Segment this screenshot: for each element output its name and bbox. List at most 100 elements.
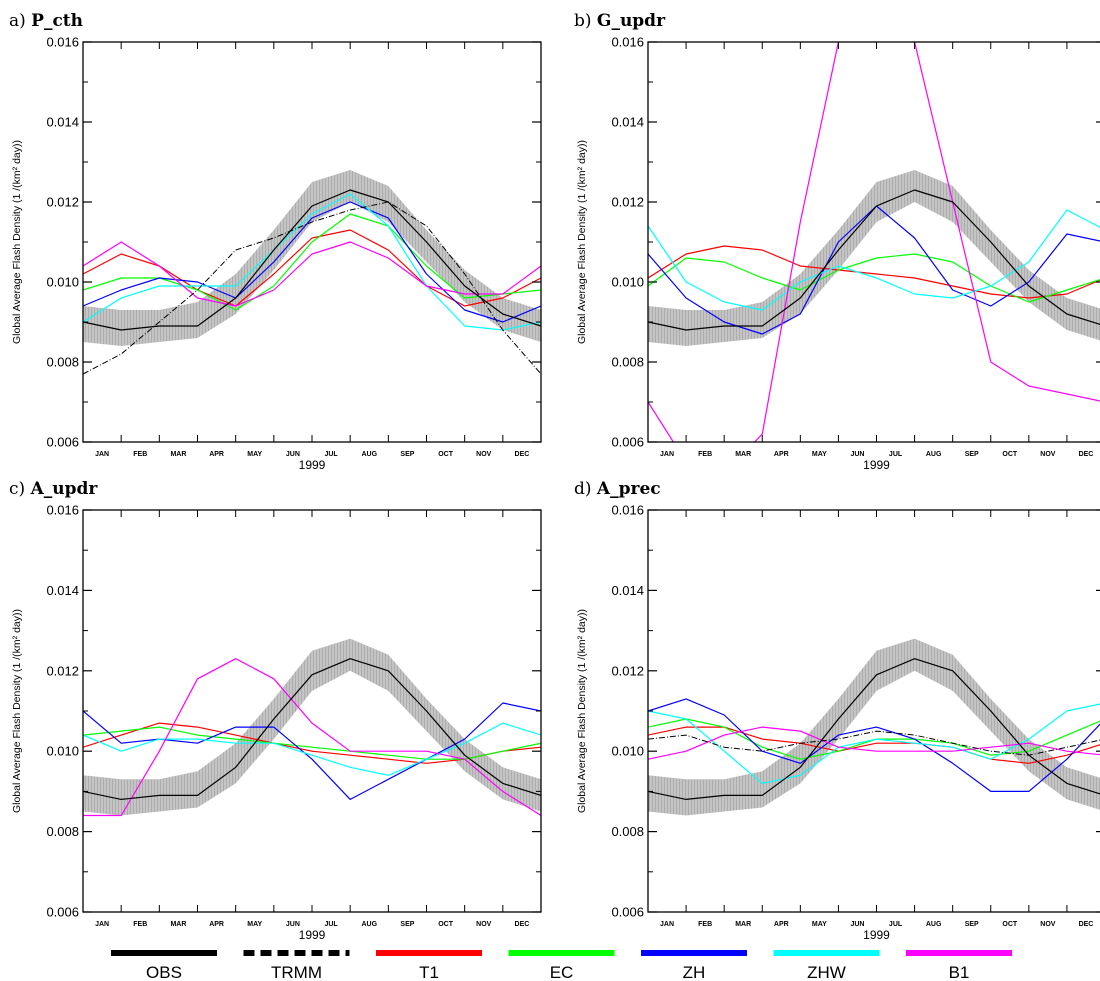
x-tick-label: FEB: [133, 921, 147, 928]
x-tick-label: NOV: [1040, 451, 1056, 458]
obs-spread-band: [83, 170, 541, 346]
series-line-zhw: [83, 722, 541, 776]
series-line-zh: [83, 201, 541, 323]
legend-label: ZHW: [807, 963, 846, 981]
x-tick-label: OCT: [438, 921, 454, 928]
panel-title: a) P_cth: [9, 11, 83, 31]
y-tick-label: 0.008: [46, 355, 79, 370]
y-tick-label: 0.006: [611, 435, 644, 450]
x-tick-label: AUG: [361, 921, 377, 928]
x-tick-label: MAY: [247, 451, 262, 458]
legend: OBS TRMM T1 EC ZH ZHW B1: [111, 950, 1012, 981]
series-line-obs: [83, 189, 541, 331]
y-tick-label: 0.014: [46, 115, 79, 130]
x-tick-label: MAY: [247, 921, 262, 928]
series-line-t1: [648, 245, 1100, 299]
x-tick-label: JUN: [850, 451, 864, 458]
legend-item-obs: OBS: [111, 950, 217, 981]
x-tick-label: MAR: [170, 921, 186, 928]
y-tick-label: 0.006: [46, 435, 79, 450]
series-line-zhw: [648, 209, 1100, 311]
x-tick-label: MAY: [812, 921, 827, 928]
panel-2: 0.006 0.008 0.010 0.012 0.014 0.016 JAN FEB MAR A…: [574, 11, 1100, 472]
panel-1: 0.006 0.008 0.010 0.012 0.014 0.016 JAN FEB MAR A…: [9, 11, 542, 472]
y-axis-label: Global Average Flash Density (1 /(km² da…: [576, 609, 588, 813]
y-tick-label: 0.008: [611, 824, 644, 839]
plot-frame: [82, 509, 542, 913]
x-axis-label: 1999: [863, 458, 890, 472]
x-tick-label: JUL: [889, 921, 903, 928]
x-tick-label: JAN: [95, 451, 109, 458]
x-axis-label: 1999: [299, 458, 326, 472]
x-tick-label: APR: [209, 451, 224, 458]
x-tick-label: JAN: [660, 451, 674, 458]
x-tick-label: DEC: [1079, 921, 1094, 928]
series-line-zh: [648, 698, 1100, 792]
y-tick-label: 0.006: [46, 905, 79, 920]
x-axis-label: 1999: [299, 928, 326, 942]
legend-label: OBS: [146, 963, 182, 981]
x-tick-label: MAR: [735, 451, 751, 458]
series-line-b1: [83, 658, 541, 817]
y-tick-label: 0.012: [611, 195, 644, 210]
y-tick-label: 0.014: [611, 583, 644, 598]
x-tick-label: DEC: [515, 921, 530, 928]
y-tick-label: 0.012: [46, 663, 79, 678]
series-line-trmm: [83, 201, 541, 375]
x-tick-label: APR: [774, 921, 789, 928]
y-axis-label: Global Average Flash Density (1 /(km² da…: [11, 609, 23, 813]
y-tick-label: 0.008: [611, 355, 644, 370]
plot-frame: [647, 41, 1100, 443]
x-tick-label: NOV: [476, 921, 492, 928]
x-tick-label: NOV: [476, 451, 492, 458]
x-tick-label: FEB: [698, 451, 712, 458]
x-tick-label: APR: [209, 921, 224, 928]
x-tick-label: JUN: [286, 451, 300, 458]
legend-item-zh: ZH: [641, 950, 747, 981]
series-line-b1: [83, 241, 541, 307]
x-tick-label: MAY: [812, 451, 827, 458]
x-tick-label: JUL: [889, 451, 903, 458]
x-tick-label: SEP: [400, 921, 414, 928]
panel-title: c) A_updr: [9, 479, 98, 499]
x-tick-label: OCT: [1002, 921, 1018, 928]
x-tick-label: AUG: [361, 451, 377, 458]
series-line-obs: [648, 658, 1100, 800]
legend-item-t1: T1: [376, 950, 482, 981]
legend-label: T1: [419, 963, 439, 981]
x-tick-label: AUG: [926, 451, 942, 458]
x-tick-label: SEP: [965, 451, 979, 458]
x-tick-label: JUL: [324, 451, 338, 458]
x-tick-label: FEB: [698, 921, 712, 928]
x-tick-label: JUL: [324, 921, 338, 928]
y-tick-label: 0.010: [611, 275, 644, 290]
x-tick-label: SEP: [965, 921, 979, 928]
panel-title: b) G_updr: [574, 11, 666, 31]
x-tick-label: MAR: [170, 451, 186, 458]
x-tick-label: JUN: [850, 921, 864, 928]
obs-spread-band: [83, 638, 541, 816]
y-tick-label: 0.010: [611, 744, 644, 759]
legend-item-b1: B1: [906, 950, 1012, 981]
legend-item-trmm: TRMM: [243, 950, 350, 981]
x-tick-label: NOV: [1040, 921, 1056, 928]
series-line-zhw: [83, 193, 541, 331]
y-tick-label: 0.008: [46, 824, 79, 839]
series-line-zhw: [648, 703, 1100, 784]
panel-title: d) A_prec: [574, 479, 661, 499]
panel-3: 0.006 0.008 0.010 0.012 0.014 0.016 JAN FEB MAR A…: [9, 479, 542, 942]
legend-label: TRMM: [271, 963, 322, 981]
series-line-obs: [83, 658, 541, 800]
y-axis-label: Global Average Flash Density (1 /(km² da…: [576, 140, 588, 344]
legend-item-ec: EC: [508, 950, 615, 981]
legend-label: EC: [550, 963, 574, 981]
series-line-b1: [648, 726, 1100, 760]
x-tick-label: JAN: [95, 921, 109, 928]
x-tick-label: JUN: [286, 921, 300, 928]
x-tick-label: DEC: [515, 451, 530, 458]
y-tick-label: 0.016: [46, 503, 79, 518]
series-line-b1: [648, 42, 1100, 442]
y-tick-label: 0.014: [46, 583, 79, 598]
x-tick-label: DEC: [1079, 451, 1094, 458]
